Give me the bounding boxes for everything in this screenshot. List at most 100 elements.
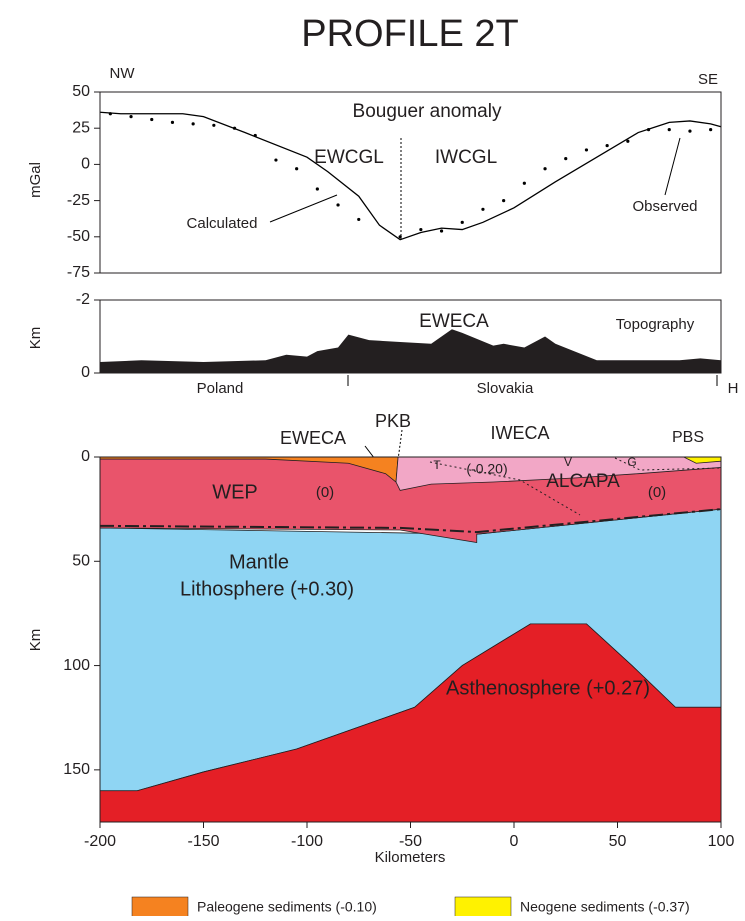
calculated-line xyxy=(99,111,722,241)
body xyxy=(100,623,721,822)
x-tick-label: -50 xyxy=(399,833,422,850)
observed-point xyxy=(688,129,692,133)
annotation: IWCGL xyxy=(435,147,497,168)
observed-point xyxy=(605,143,609,148)
y-axis-label: mGal xyxy=(27,162,44,198)
annotation: (0) xyxy=(316,484,334,501)
y-tick-label: 25 xyxy=(72,119,90,136)
observed-point xyxy=(564,157,568,161)
observed-point xyxy=(522,181,526,185)
annotation: Mantle xyxy=(229,551,289,573)
observed-point xyxy=(584,148,589,152)
y-tick-label: -75 xyxy=(67,264,90,281)
series-label: Observed xyxy=(632,198,697,215)
observed-point xyxy=(129,115,133,119)
observed-point xyxy=(253,133,257,138)
observed-point xyxy=(336,203,340,207)
body xyxy=(683,457,721,464)
fault xyxy=(614,457,721,471)
observed-point xyxy=(315,187,319,191)
leader xyxy=(269,194,338,223)
topography-area xyxy=(100,329,721,373)
y-tick-label: 0 xyxy=(81,448,90,465)
x-tick-label: 0 xyxy=(510,833,519,850)
legend-label: Neogene sediments (-0.37) xyxy=(520,899,690,915)
observed-point xyxy=(439,229,444,233)
observed-point xyxy=(481,207,485,211)
annotation: NW xyxy=(110,65,136,82)
observed-point xyxy=(170,120,175,125)
observed-point xyxy=(232,126,237,130)
body xyxy=(395,457,721,491)
observed-point xyxy=(398,235,402,239)
y-tick-label: -25 xyxy=(67,192,90,209)
observed-point xyxy=(626,139,630,143)
observed-point xyxy=(709,128,713,132)
annotation: T xyxy=(433,458,441,472)
x-tick-label: 100 xyxy=(708,833,735,850)
y-tick-label: 100 xyxy=(63,657,90,674)
y-axis-label: Km xyxy=(27,327,44,350)
observed-point xyxy=(191,122,195,126)
y-tick-label: 150 xyxy=(63,761,90,778)
leader xyxy=(664,137,681,196)
y-tick-label: 0 xyxy=(81,156,90,173)
annotation: PKB xyxy=(375,411,411,431)
series-label: Calculated xyxy=(187,215,258,232)
moho-line xyxy=(100,508,721,534)
x-axis-label: Kilometers xyxy=(375,849,446,866)
annotation: WEP xyxy=(212,481,258,503)
annotation: (0) xyxy=(648,484,666,501)
observed-point xyxy=(502,199,506,203)
annotation: SE xyxy=(698,71,718,88)
observed-point xyxy=(108,112,112,116)
divider xyxy=(397,429,403,461)
annotation: PBS xyxy=(672,429,704,446)
legend-swatch xyxy=(131,896,189,918)
title: PROFILE 2T xyxy=(301,13,519,55)
annotation: IWECA xyxy=(490,423,549,443)
annotation: G xyxy=(627,455,636,469)
annotation: ALCAPA xyxy=(546,471,620,492)
observed-point xyxy=(295,167,299,171)
annotation: Poland xyxy=(197,380,244,397)
observed-point xyxy=(543,167,547,171)
y-tick-label: -2 xyxy=(76,291,90,308)
x-tick-label: -100 xyxy=(291,833,323,850)
annotation: EWCGL xyxy=(314,147,384,168)
x-tick-label: -200 xyxy=(84,833,116,850)
annotation: EWECA xyxy=(280,428,346,448)
y-tick-label: 50 xyxy=(72,553,90,570)
annotation: EWECA xyxy=(419,311,489,332)
annotation: Asthenosphere (+0.27) xyxy=(446,677,650,699)
annotation: V xyxy=(564,455,572,469)
legend-swatch xyxy=(454,896,512,918)
y-tick-label: 50 xyxy=(72,83,90,100)
x-tick-label: -150 xyxy=(187,833,219,850)
annotation: (-0.20) xyxy=(466,461,507,477)
observed-point xyxy=(150,117,154,122)
annotation: Topography xyxy=(616,316,695,333)
y-axis-label: Km xyxy=(27,629,44,652)
fault xyxy=(429,461,581,516)
observed-point xyxy=(667,128,671,132)
annotation: Bouguer anomaly xyxy=(353,101,502,122)
observed-point xyxy=(274,158,278,162)
observed-point xyxy=(460,220,464,224)
plot-frame xyxy=(99,456,722,823)
observed-point xyxy=(212,123,216,127)
section-bodies xyxy=(100,457,721,822)
observed-point xyxy=(357,217,361,222)
annotation: Slovakia xyxy=(477,380,534,397)
y-tick-label: -50 xyxy=(67,228,90,245)
observed-point xyxy=(646,128,651,132)
plot-frame xyxy=(99,299,722,374)
y-tick-label: 0 xyxy=(81,364,90,381)
annotation: Lithosphere (+0.30) xyxy=(180,578,354,600)
annotation: H xyxy=(728,380,739,397)
plot-frame xyxy=(99,91,722,274)
x-tick-label: 50 xyxy=(609,833,627,850)
observed-point xyxy=(419,227,423,232)
legend-label: Paleogene sediments (-0.10) xyxy=(197,899,377,915)
